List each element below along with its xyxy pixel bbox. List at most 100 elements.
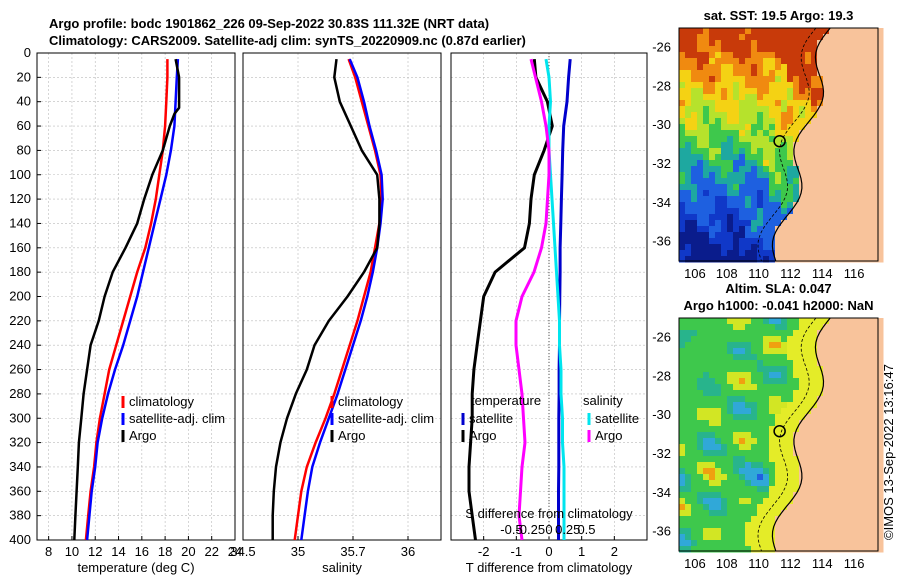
map-cell xyxy=(871,142,878,149)
map-cell xyxy=(751,510,758,517)
map-cell xyxy=(853,226,860,233)
map-cell xyxy=(721,52,728,59)
map-cell xyxy=(853,516,860,523)
map-cell xyxy=(853,348,860,355)
map-cell xyxy=(853,232,860,239)
map-cell xyxy=(811,516,818,523)
map-cell xyxy=(751,474,758,481)
map-cell xyxy=(715,64,722,71)
map-cell xyxy=(751,408,758,415)
map-cell xyxy=(847,160,854,167)
map-cell xyxy=(739,432,746,439)
map-cell xyxy=(817,474,824,481)
map-cell xyxy=(823,106,830,113)
map-cell xyxy=(685,384,692,391)
map-cell xyxy=(787,46,794,53)
map-cell xyxy=(805,58,812,65)
map-cell xyxy=(823,226,830,233)
map-cell xyxy=(685,142,692,149)
map-cell xyxy=(757,88,764,95)
map-cell xyxy=(859,94,866,101)
map-cell xyxy=(829,546,836,553)
map-cell xyxy=(709,474,716,481)
map-cell xyxy=(715,396,722,403)
map-cell xyxy=(685,226,692,233)
map-cell xyxy=(799,546,806,553)
map-cell xyxy=(691,420,698,427)
map-cell xyxy=(733,384,740,391)
map-cell xyxy=(859,498,866,505)
map-cell xyxy=(805,432,812,439)
map-cell xyxy=(799,432,806,439)
map-cell xyxy=(727,106,734,113)
map-cell xyxy=(775,390,782,397)
map-cell xyxy=(793,106,800,113)
map-cell xyxy=(847,136,854,143)
map-cell xyxy=(811,178,818,185)
map-cell xyxy=(811,172,818,179)
map-cell xyxy=(685,208,692,215)
map-cell xyxy=(757,468,764,475)
map-cell xyxy=(775,40,782,47)
map-cell xyxy=(733,160,740,167)
map-cell xyxy=(847,528,854,535)
map-cell xyxy=(871,40,878,47)
map-cell xyxy=(865,516,872,523)
map-cell xyxy=(799,504,806,511)
map-cell xyxy=(793,486,800,493)
map-cell xyxy=(679,256,686,263)
map-cell xyxy=(679,136,686,143)
map-cell xyxy=(757,214,764,221)
map-cell xyxy=(787,196,794,203)
map-cell xyxy=(787,244,794,251)
map-cell xyxy=(871,160,878,167)
map-cell xyxy=(829,366,836,373)
map-cell xyxy=(709,202,716,209)
map-cell xyxy=(775,46,782,53)
map-cell xyxy=(769,516,776,523)
map-cell xyxy=(721,528,728,535)
map-cell xyxy=(739,142,746,149)
map-cell xyxy=(751,160,758,167)
map-cell xyxy=(757,190,764,197)
map-cell xyxy=(865,450,872,457)
map-cell xyxy=(859,190,866,197)
map-cell xyxy=(715,522,722,529)
map-cell xyxy=(757,40,764,47)
map-cell xyxy=(853,142,860,149)
title-line-2: Climatology: CARS2009. Satellite-adj cli… xyxy=(49,33,526,48)
map-cell xyxy=(697,70,704,77)
map-cell xyxy=(787,396,794,403)
map-cell xyxy=(859,220,866,227)
map-cell xyxy=(865,390,872,397)
map-cell xyxy=(871,226,878,233)
map-cell xyxy=(721,76,728,83)
map-cell xyxy=(781,226,788,233)
map-cell xyxy=(763,178,770,185)
map-cell xyxy=(835,28,842,35)
map-cell xyxy=(859,130,866,137)
map-cell xyxy=(685,342,692,349)
map-cell xyxy=(691,184,698,191)
map-cell xyxy=(811,154,818,161)
map-cell xyxy=(739,136,746,143)
map-cell xyxy=(835,250,842,257)
map-cell xyxy=(745,130,752,137)
map-cell xyxy=(751,390,758,397)
map-cell xyxy=(841,498,848,505)
map-cell xyxy=(835,88,842,95)
y-tick-label: 300 xyxy=(9,410,31,425)
map-cell xyxy=(841,226,848,233)
map-cell xyxy=(781,112,788,119)
map-cell xyxy=(715,226,722,233)
map-cell xyxy=(691,136,698,143)
map-cell xyxy=(691,196,698,203)
map-cell xyxy=(829,184,836,191)
map-cell xyxy=(751,112,758,119)
map-cell xyxy=(739,226,746,233)
map-cell xyxy=(835,226,842,233)
map-cell xyxy=(745,256,752,263)
map-cell xyxy=(871,118,878,125)
map-cell xyxy=(853,336,860,343)
map-cell xyxy=(847,384,854,391)
